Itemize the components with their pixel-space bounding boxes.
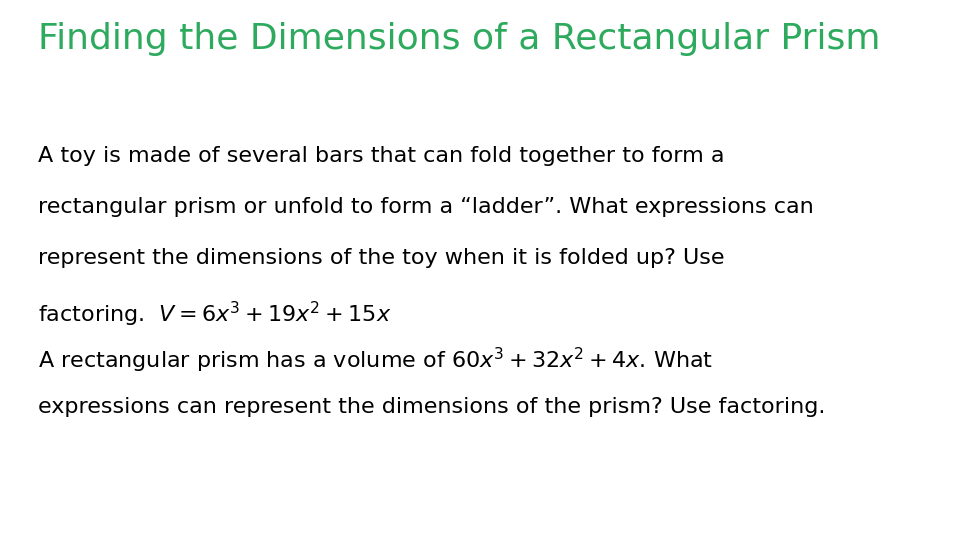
Text: Finding the Dimensions of a Rectangular Prism: Finding the Dimensions of a Rectangular … — [38, 22, 881, 56]
Text: factoring.  $V = 6x^3 + 19x^2 + 15x$: factoring. $V = 6x^3 + 19x^2 + 15x$ — [38, 300, 392, 329]
Text: expressions can represent the dimensions of the prism? Use factoring.: expressions can represent the dimensions… — [38, 397, 826, 417]
Text: represent the dimensions of the toy when it is folded up? Use: represent the dimensions of the toy when… — [38, 248, 725, 268]
Text: A toy is made of several bars that can fold together to form a: A toy is made of several bars that can f… — [38, 146, 725, 166]
Text: rectangular prism or unfold to form a “ladder”. What expressions can: rectangular prism or unfold to form a “l… — [38, 197, 814, 217]
Text: A rectangular prism has a volume of $60x^3 + 32x^2 + 4x$. What: A rectangular prism has a volume of $60x… — [38, 346, 713, 375]
